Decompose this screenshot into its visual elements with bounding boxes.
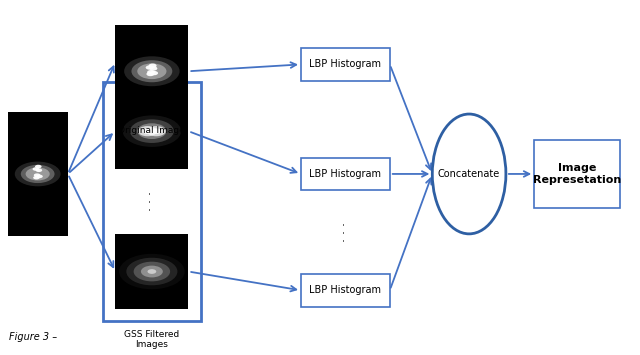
Text: LBP Histogram: LBP Histogram <box>309 285 381 295</box>
Text: Image
Represetation: Image Represetation <box>533 163 621 185</box>
Circle shape <box>141 266 163 277</box>
Circle shape <box>130 119 174 143</box>
Text: LBP Histogram: LBP Histogram <box>309 169 381 179</box>
Circle shape <box>148 64 157 68</box>
Text: LBP Histogram: LBP Histogram <box>309 59 381 69</box>
Circle shape <box>131 60 172 82</box>
Circle shape <box>147 72 154 76</box>
Text: Original Image: Original Image <box>118 126 185 135</box>
Bar <box>115 25 188 118</box>
Text: Figure 3 –: Figure 3 – <box>9 332 57 342</box>
Circle shape <box>149 66 157 71</box>
Circle shape <box>35 165 42 168</box>
Circle shape <box>119 254 185 289</box>
Circle shape <box>123 115 181 147</box>
Circle shape <box>34 173 40 177</box>
Bar <box>301 48 390 81</box>
Bar <box>534 140 620 208</box>
Circle shape <box>138 126 157 136</box>
Circle shape <box>137 123 166 139</box>
Bar <box>102 82 201 321</box>
Circle shape <box>15 162 61 186</box>
Circle shape <box>150 71 158 75</box>
Text: · · ·: · · · <box>145 191 158 211</box>
Circle shape <box>147 269 156 274</box>
Circle shape <box>126 258 177 285</box>
Circle shape <box>124 56 180 86</box>
Circle shape <box>20 165 54 183</box>
Circle shape <box>33 167 39 171</box>
Circle shape <box>146 65 154 70</box>
Circle shape <box>33 176 40 179</box>
Circle shape <box>147 126 166 136</box>
Ellipse shape <box>432 114 506 234</box>
Circle shape <box>151 129 161 134</box>
Bar <box>115 93 188 169</box>
Circle shape <box>26 168 50 180</box>
Circle shape <box>137 64 166 79</box>
Text: GSS Filtered
Images: GSS Filtered Images <box>124 330 179 349</box>
Circle shape <box>36 175 43 178</box>
Text: · · ·: · · · <box>339 222 352 242</box>
Bar <box>115 234 188 309</box>
Bar <box>301 274 390 307</box>
Circle shape <box>147 70 155 74</box>
Text: Concatenate: Concatenate <box>438 169 500 179</box>
Circle shape <box>36 169 42 172</box>
Bar <box>301 158 390 190</box>
Circle shape <box>142 129 152 134</box>
Circle shape <box>134 262 170 282</box>
Bar <box>8 112 68 236</box>
